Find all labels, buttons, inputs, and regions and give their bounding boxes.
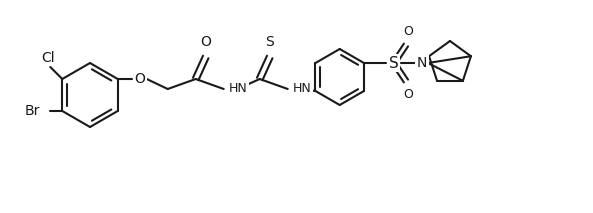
Text: O: O bbox=[134, 72, 145, 86]
Text: S: S bbox=[265, 35, 274, 49]
Text: O: O bbox=[403, 88, 413, 101]
Text: O: O bbox=[200, 35, 211, 49]
Text: O: O bbox=[403, 25, 413, 38]
Text: N: N bbox=[417, 56, 427, 70]
Text: S: S bbox=[389, 56, 399, 71]
Text: Cl: Cl bbox=[42, 51, 55, 65]
Text: Br: Br bbox=[25, 104, 40, 118]
Text: HN: HN bbox=[293, 82, 311, 95]
Text: HN: HN bbox=[229, 82, 247, 95]
